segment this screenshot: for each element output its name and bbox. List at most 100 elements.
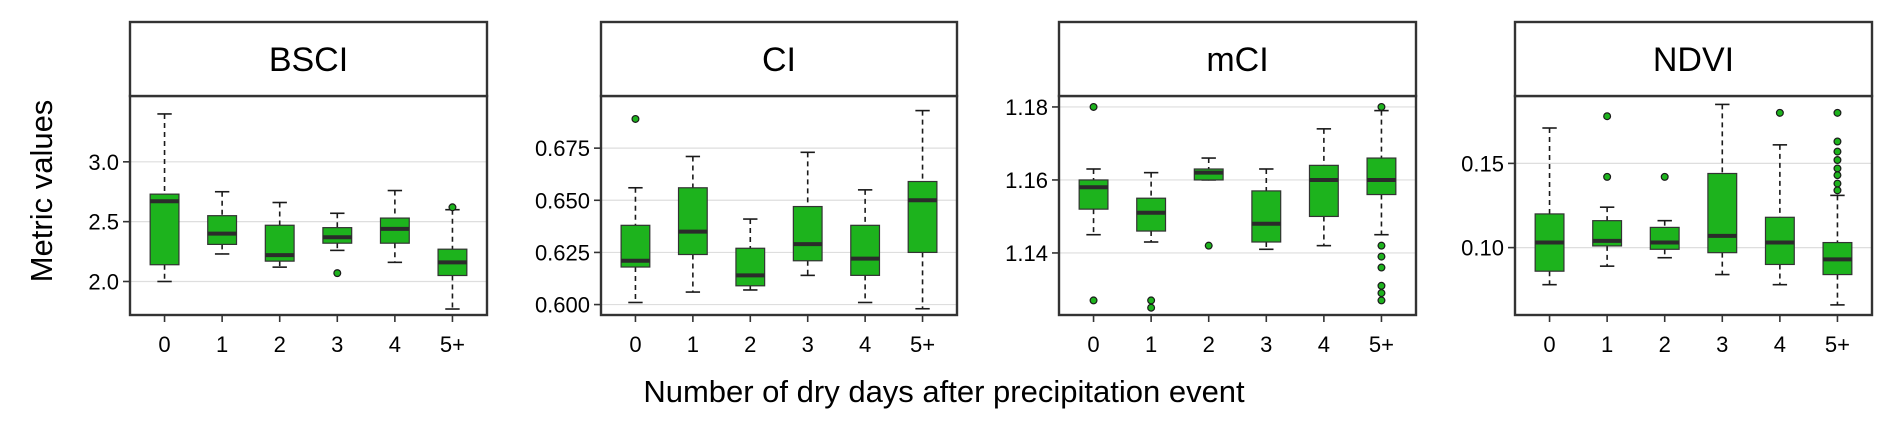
y-tick-label: 0.600 — [535, 293, 590, 318]
x-tick-label: 5+ — [1825, 332, 1850, 357]
y-tick-label: 1.14 — [1005, 241, 1048, 266]
box-1 — [1592, 112, 1623, 267]
x-tick-label: 4 — [389, 332, 401, 357]
box-4 — [379, 189, 410, 264]
strip-box — [599, 20, 959, 98]
box-0 — [620, 114, 651, 304]
box-5+ — [907, 109, 938, 310]
x-tick-label: 2 — [1203, 332, 1215, 357]
x-tick-label: 4 — [1774, 332, 1786, 357]
outlier-point — [1833, 186, 1842, 195]
x-tick-label: 4 — [859, 332, 871, 357]
box-body — [1251, 190, 1282, 243]
box-body — [792, 205, 823, 262]
outlier-point — [1377, 281, 1386, 290]
x-tick-label: 5+ — [440, 332, 465, 357]
box-body — [850, 224, 881, 276]
outlier-point — [1377, 102, 1386, 111]
outlier-point — [1147, 303, 1156, 312]
box-body — [1649, 226, 1680, 250]
plot-area — [130, 96, 487, 315]
outlier-point — [1377, 263, 1386, 272]
panel-ndvi: NDVI 0.10 0.15 0 1 2 3 4 5+ — [1461, 20, 1874, 357]
box-body — [1078, 179, 1109, 210]
x-tick-label: 0 — [158, 332, 170, 357]
outlier-point — [1377, 296, 1386, 305]
x-tick-label: 3 — [1260, 332, 1272, 357]
outlier-point — [1089, 296, 1098, 305]
x-tick-label: 0 — [629, 332, 641, 357]
plot-area — [1059, 96, 1416, 315]
y-tick-label: 1.18 — [1005, 95, 1048, 120]
x-axis-title: Number of dry days after precipitation e… — [643, 374, 1245, 409]
x-tick-label: 0 — [1543, 332, 1555, 357]
strip-label: BSCI — [269, 41, 348, 79]
outlier-point — [448, 203, 457, 212]
box-5+ — [1366, 102, 1397, 305]
outlier-point — [1377, 241, 1386, 250]
box-body — [907, 180, 938, 254]
box-3 — [322, 212, 353, 278]
box-body — [1308, 164, 1339, 218]
box-0 — [1534, 127, 1565, 286]
box-3 — [1707, 103, 1738, 276]
x-tick-label: 4 — [1318, 332, 1330, 357]
outlier-point — [333, 269, 342, 278]
outlier-point — [1603, 172, 1612, 181]
y-axis-title: Metric values — [24, 100, 59, 283]
x-tick-label: 3 — [802, 332, 814, 357]
panel-bsci: BSCI 2.0 2.5 3.0 0 1 2 3 4 5+ — [88, 20, 489, 357]
box-5+ — [437, 203, 468, 310]
box-3 — [1251, 168, 1282, 251]
box-1 — [207, 190, 238, 255]
panel-mci: mCI 1.14 1.16 1.18 0 1 2 3 4 5+ — [1005, 20, 1418, 357]
box-0 — [1078, 102, 1109, 305]
box-2 — [264, 201, 295, 268]
strip-box — [1513, 20, 1874, 98]
outlier-point — [1660, 172, 1669, 181]
outlier-point — [1833, 179, 1842, 188]
outlier-point — [1833, 108, 1842, 117]
strip-label: NDVI — [1653, 41, 1734, 79]
outlier-point — [631, 114, 640, 123]
x-tick-label: 1 — [1145, 332, 1157, 357]
plot-area — [601, 96, 957, 315]
outlier-point — [1147, 296, 1156, 305]
y-tick-label: 2.0 — [88, 269, 119, 294]
panel-ci: CI 0.600 0.625 0.650 0.675 0 1 2 3 4 5+ — [535, 20, 959, 357]
outlier-point — [1833, 156, 1842, 165]
box-2 — [1649, 172, 1680, 259]
strip-box — [1057, 20, 1418, 98]
box-body — [735, 247, 766, 287]
outlier-point — [1603, 112, 1612, 121]
box-body — [207, 215, 238, 245]
x-tick-label: 3 — [331, 332, 343, 357]
y-tick-label: 1.16 — [1005, 168, 1048, 193]
box-body — [1707, 172, 1738, 254]
box-2 — [735, 218, 766, 291]
y-tick-label: 0.10 — [1461, 236, 1504, 261]
plot-area — [1515, 96, 1872, 315]
x-tick-label: 1 — [216, 332, 228, 357]
x-tick-label: 1 — [1601, 332, 1613, 357]
box-body — [1366, 157, 1397, 196]
outlier-point — [1775, 108, 1784, 117]
x-tick-label: 0 — [1087, 332, 1099, 357]
x-tick-label: 5+ — [910, 332, 935, 357]
x-tick-label: 2 — [274, 332, 286, 357]
x-tick-label: 5+ — [1369, 332, 1394, 357]
y-tick-label: 0.15 — [1461, 151, 1504, 176]
box-0 — [149, 113, 180, 283]
x-tick-label: 1 — [687, 332, 699, 357]
box-body — [149, 193, 180, 266]
box-4 — [1308, 128, 1339, 247]
box-4 — [850, 189, 881, 304]
outlier-point — [1833, 164, 1842, 173]
y-tick-label: 3.0 — [88, 150, 119, 175]
outlier-point — [1377, 289, 1386, 298]
outlier-point — [1089, 102, 1098, 111]
box-1 — [1136, 171, 1167, 312]
box-body — [677, 187, 708, 256]
outlier-point — [1833, 137, 1842, 146]
